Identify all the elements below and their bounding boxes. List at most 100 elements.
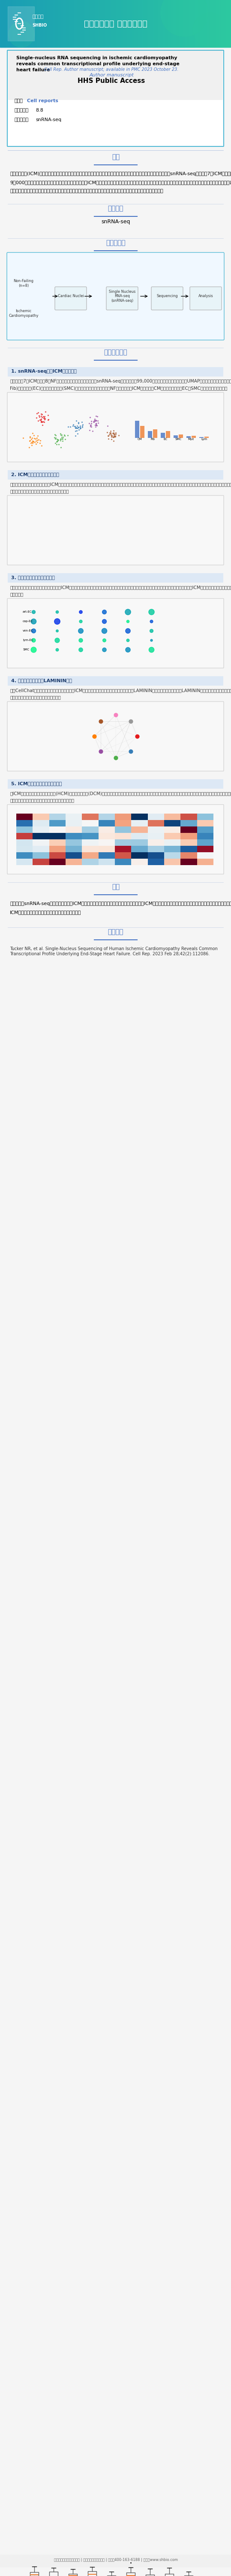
Polygon shape	[99, 0, 100, 46]
Polygon shape	[125, 0, 126, 46]
Polygon shape	[36, 0, 37, 46]
Polygon shape	[143, 0, 144, 46]
Point	[59, 417, 63, 459]
Polygon shape	[209, 0, 210, 46]
Point	[110, 415, 113, 456]
Polygon shape	[113, 0, 114, 46]
Bar	[161, 433, 165, 438]
Polygon shape	[70, 0, 72, 46]
Polygon shape	[204, 0, 206, 46]
Point	[32, 420, 35, 461]
Polygon shape	[105, 0, 106, 46]
Polygon shape	[141, 0, 142, 46]
Point	[73, 410, 77, 451]
Point	[149, 600, 153, 641]
Polygon shape	[94, 0, 95, 46]
Point	[94, 407, 97, 448]
Point	[55, 420, 59, 461]
Point	[35, 420, 39, 461]
Polygon shape	[134, 0, 135, 46]
Polygon shape	[217, 0, 218, 46]
Polygon shape	[176, 0, 177, 46]
Polygon shape	[85, 0, 87, 46]
Polygon shape	[61, 0, 62, 46]
Text: Fib)、内皮细胞(EC)、血管平滑肌细胞(SMC)、髓系细胞、淋巴细胞等。与NF对照组相比，ICM患者心脏中CM比例显著降低，而EC、SMC等间质细胞比例增加: Fib)、内皮细胞(EC)、血管平滑肌细胞(SMC)、髓系细胞、淋巴细胞等。与N…	[10, 386, 227, 392]
Point	[32, 611, 35, 652]
Point	[79, 621, 82, 662]
Text: 潜在的可用药靶点，为心力衰竭的治疗提供了新方向。: 潜在的可用药靶点，为心力衰竭的治疗提供了新方向。	[10, 799, 74, 804]
Text: art-EC: art-EC	[23, 611, 32, 613]
Point	[76, 412, 79, 453]
Point	[79, 592, 82, 634]
Polygon shape	[207, 0, 208, 46]
Text: cap-EC: cap-EC	[23, 621, 33, 623]
Polygon shape	[55, 0, 57, 46]
Polygon shape	[180, 0, 181, 46]
Point	[32, 629, 35, 670]
Polygon shape	[47, 0, 49, 46]
Point	[21, 417, 25, 459]
Point	[66, 407, 70, 448]
Point	[72, 404, 75, 446]
Point	[32, 592, 35, 634]
Point	[54, 415, 58, 456]
Point	[107, 417, 110, 459]
FancyBboxPatch shape	[8, 778, 223, 788]
Polygon shape	[188, 0, 189, 46]
Point	[31, 412, 34, 453]
Point	[71, 404, 75, 446]
Polygon shape	[79, 0, 80, 46]
Point	[113, 415, 117, 456]
Polygon shape	[225, 0, 226, 46]
Polygon shape	[114, 0, 116, 46]
Text: 导语: 导语	[112, 155, 120, 160]
Point	[59, 428, 63, 469]
Text: SMC: SMC	[175, 438, 182, 440]
Text: 参考文献: 参考文献	[108, 930, 124, 935]
Point	[102, 600, 106, 641]
Point	[53, 415, 57, 456]
Text: Cell Rep. Author manuscript; available in PMC 2023 October 23.: Cell Rep. Author manuscript; available i…	[44, 67, 179, 72]
Polygon shape	[50, 0, 51, 46]
Point	[55, 629, 59, 670]
Polygon shape	[163, 0, 164, 46]
Point	[109, 415, 113, 456]
Polygon shape	[82, 0, 83, 46]
Text: 影响因子：: 影响因子：	[14, 108, 28, 113]
Polygon shape	[77, 0, 79, 46]
Point	[89, 404, 93, 446]
Polygon shape	[133, 0, 134, 46]
Bar	[153, 430, 157, 438]
Point	[61, 420, 64, 461]
Polygon shape	[100, 0, 102, 46]
Polygon shape	[151, 0, 152, 46]
Point	[40, 394, 43, 435]
Polygon shape	[1, 0, 2, 46]
Polygon shape	[169, 0, 170, 46]
Text: Single Nucleus
RNA-seq
(snRNA-seq): Single Nucleus RNA-seq (snRNA-seq)	[109, 291, 136, 301]
Polygon shape	[106, 0, 107, 46]
Bar	[140, 425, 144, 438]
Polygon shape	[5, 0, 6, 46]
Polygon shape	[144, 0, 146, 46]
Polygon shape	[148, 0, 149, 46]
Circle shape	[9, 21, 34, 46]
Polygon shape	[159, 0, 161, 46]
Point	[32, 600, 35, 641]
Point	[37, 397, 41, 438]
Point	[112, 412, 116, 453]
Point	[43, 397, 46, 438]
Point	[32, 417, 36, 459]
Text: 服务科技创新 护航人类健康: 服务科技创新 护航人类健康	[84, 21, 147, 28]
Text: 伯豪生物: 伯豪生物	[32, 15, 43, 18]
Circle shape	[161, 0, 208, 36]
Point	[112, 417, 116, 459]
Point	[106, 404, 109, 446]
Point	[75, 410, 78, 451]
Point	[68, 407, 72, 448]
Circle shape	[193, 13, 227, 46]
Point	[35, 394, 39, 435]
Polygon shape	[8, 0, 9, 46]
Point	[46, 399, 50, 440]
Point	[149, 621, 153, 662]
